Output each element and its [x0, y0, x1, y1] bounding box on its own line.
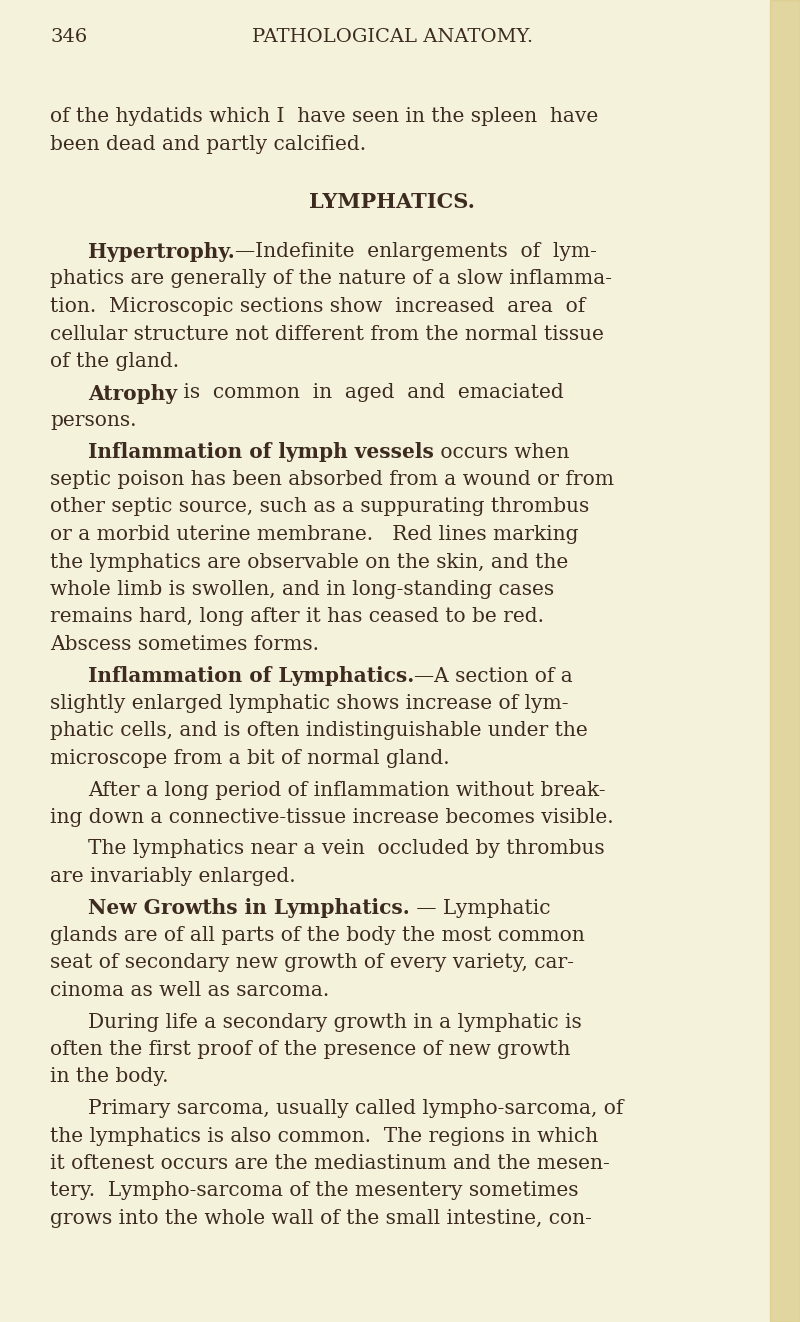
- Text: cinoma as well as sarcoma.: cinoma as well as sarcoma.: [50, 981, 330, 999]
- Text: Inflammation of lymph vessels: Inflammation of lymph vessels: [88, 443, 434, 463]
- Text: been dead and partly calcified.: been dead and partly calcified.: [50, 135, 366, 153]
- Text: whole limb is swollen, and in long-standing cases: whole limb is swollen, and in long-stand…: [50, 580, 554, 599]
- Text: Abscess sometimes forms.: Abscess sometimes forms.: [50, 635, 319, 654]
- Text: cellular structure not different from the normal tissue: cellular structure not different from th…: [50, 324, 604, 344]
- Text: New Growths in Lymphatics.: New Growths in Lymphatics.: [88, 899, 410, 919]
- Text: are invariably enlarged.: are invariably enlarged.: [50, 867, 296, 886]
- Text: tion.  Microscopic sections show  increased  area  of: tion. Microscopic sections show increase…: [50, 297, 586, 316]
- Text: — Lymphatic: — Lymphatic: [410, 899, 550, 917]
- Text: occurs when: occurs when: [434, 443, 570, 461]
- Text: PATHOLOGICAL ANATOMY.: PATHOLOGICAL ANATOMY.: [252, 28, 533, 46]
- Text: Atrophy: Atrophy: [88, 383, 177, 403]
- Text: other septic source, such as a suppurating thrombus: other septic source, such as a suppurati…: [50, 497, 590, 517]
- Text: ing down a connective-tissue increase becomes visible.: ing down a connective-tissue increase be…: [50, 808, 614, 828]
- Text: the lymphatics is also common.  The regions in which: the lymphatics is also common. The regio…: [50, 1126, 598, 1145]
- Text: slightly enlarged lymphatic shows increase of lym-: slightly enlarged lymphatic shows increa…: [50, 694, 569, 713]
- Text: microscope from a bit of normal gland.: microscope from a bit of normal gland.: [50, 750, 450, 768]
- Bar: [770, 0, 800, 1322]
- Text: glands are of all parts of the body the most common: glands are of all parts of the body the …: [50, 925, 585, 945]
- Text: Inflammation of Lymphatics.: Inflammation of Lymphatics.: [88, 666, 414, 686]
- Text: seat of secondary new growth of every variety, car-: seat of secondary new growth of every va…: [50, 953, 574, 973]
- Text: remains hard, long after it has ceased to be red.: remains hard, long after it has ceased t…: [50, 608, 544, 627]
- Text: it oftenest occurs are the mediastinum and the mesen-: it oftenest occurs are the mediastinum a…: [50, 1154, 610, 1173]
- Text: Primary sarcoma, usually called lympho-sarcoma, of: Primary sarcoma, usually called lympho-s…: [88, 1099, 623, 1118]
- Text: During life a secondary growth in a lymphatic is: During life a secondary growth in a lymp…: [88, 1013, 582, 1031]
- Text: persons.: persons.: [50, 411, 137, 430]
- Text: phatics are generally of the nature of a slow inflamma-: phatics are generally of the nature of a…: [50, 270, 612, 288]
- Text: often the first proof of the presence of new growth: often the first proof of the presence of…: [50, 1040, 570, 1059]
- Text: is  common  in  aged  and  emaciated: is common in aged and emaciated: [177, 383, 564, 402]
- Text: 346: 346: [50, 28, 87, 46]
- Text: or a morbid uterine membrane.   Red lines marking: or a morbid uterine membrane. Red lines …: [50, 525, 578, 543]
- Text: of the hydatids which I  have seen in the spleen  have: of the hydatids which I have seen in the…: [50, 107, 598, 127]
- Text: of the gland.: of the gland.: [50, 352, 179, 371]
- Text: —Indefinite  enlargements  of  lym-: —Indefinite enlargements of lym-: [234, 242, 597, 260]
- Text: tery.  Lympho-sarcoma of the mesentery sometimes: tery. Lympho-sarcoma of the mesentery so…: [50, 1182, 578, 1200]
- Text: phatic cells, and is often indistinguishable under the: phatic cells, and is often indistinguish…: [50, 722, 588, 740]
- Text: —A section of a: —A section of a: [414, 666, 573, 686]
- Text: LYMPHATICS.: LYMPHATICS.: [310, 193, 475, 213]
- Text: grows into the whole wall of the small intestine, con-: grows into the whole wall of the small i…: [50, 1210, 592, 1228]
- Text: After a long period of inflammation without break-: After a long period of inflammation with…: [88, 780, 606, 800]
- Text: the lymphatics are observable on the skin, and the: the lymphatics are observable on the ski…: [50, 553, 568, 571]
- Text: Hypertrophy.: Hypertrophy.: [88, 242, 234, 262]
- Text: The lymphatics near a vein  occluded by thrombus: The lymphatics near a vein occluded by t…: [88, 839, 605, 858]
- Text: septic poison has been absorbed from a wound or from: septic poison has been absorbed from a w…: [50, 471, 614, 489]
- Text: in the body.: in the body.: [50, 1067, 169, 1087]
